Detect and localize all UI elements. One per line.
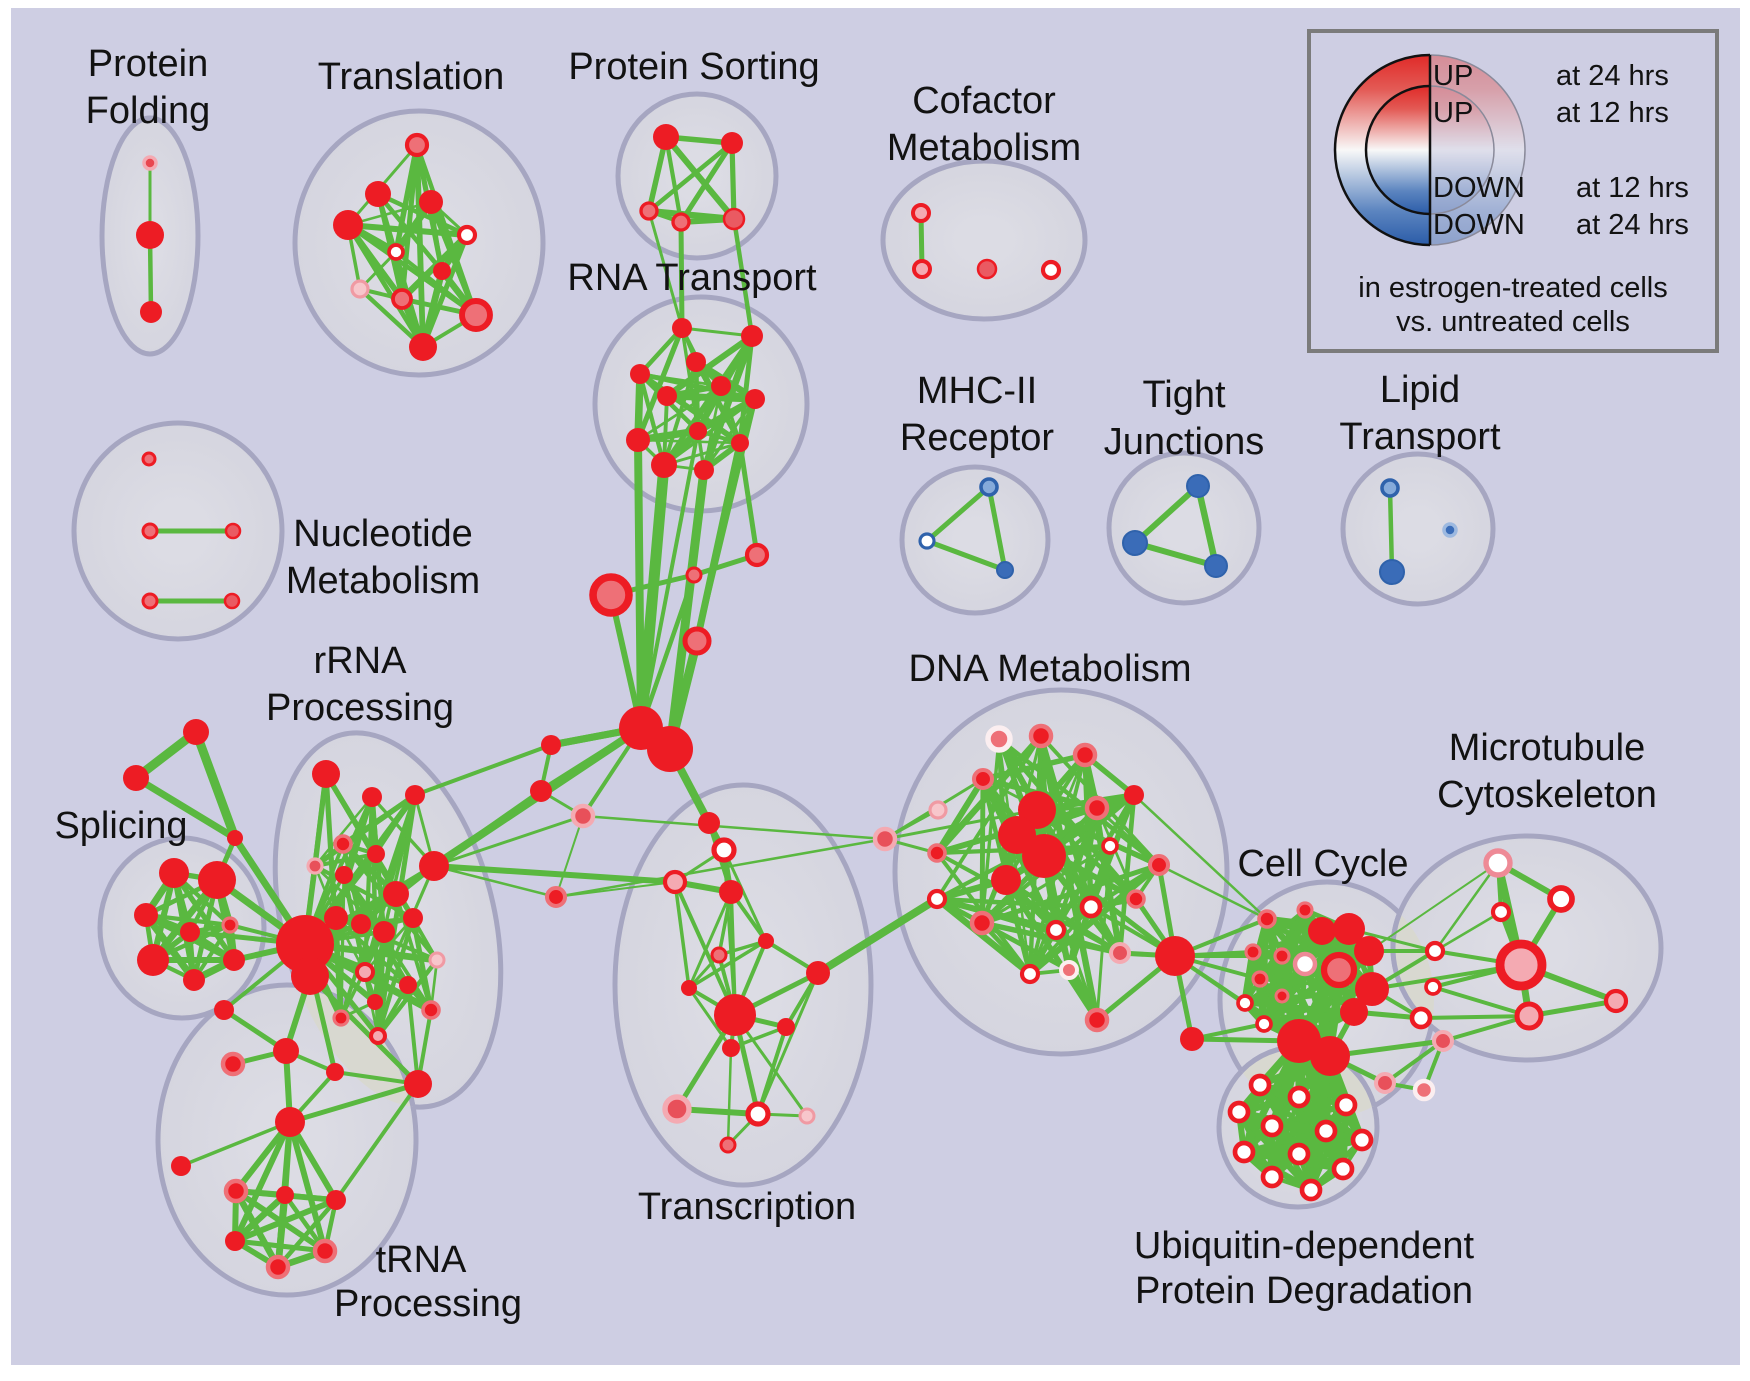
svg-text:in estrogen-treated cells: in estrogen-treated cells: [1358, 272, 1668, 304]
svg-text:at 24 hrs: at 24 hrs: [1576, 209, 1689, 241]
svg-text:Translation: Translation: [318, 56, 505, 98]
svg-text:DNA Metabolism: DNA Metabolism: [909, 648, 1192, 690]
svg-text:MHC-II: MHC-II: [917, 370, 1037, 412]
svg-text:Lipid: Lipid: [1380, 369, 1460, 411]
svg-text:Transcription: Transcription: [638, 1186, 856, 1228]
svg-text:Protein: Protein: [88, 43, 208, 85]
svg-text:at 12 hrs: at 12 hrs: [1576, 172, 1689, 204]
svg-text:Processing: Processing: [334, 1283, 522, 1325]
svg-text:Protein Degradation: Protein Degradation: [1135, 1270, 1473, 1312]
svg-text:Ubiquitin-dependent: Ubiquitin-dependent: [1134, 1225, 1475, 1267]
svg-text:at 24 hrs: at 24 hrs: [1556, 60, 1669, 92]
svg-text:UP: UP: [1433, 60, 1473, 92]
svg-text:Cytoskeleton: Cytoskeleton: [1437, 774, 1657, 816]
svg-text:Tight: Tight: [1142, 374, 1226, 416]
svg-text:Cell Cycle: Cell Cycle: [1237, 843, 1408, 885]
svg-text:Junctions: Junctions: [1104, 421, 1265, 463]
svg-text:Transport: Transport: [1339, 416, 1501, 458]
svg-text:UP: UP: [1433, 97, 1473, 129]
svg-text:Microtubule: Microtubule: [1449, 727, 1645, 769]
svg-text:rRNA: rRNA: [314, 640, 408, 682]
svg-text:Cofactor: Cofactor: [912, 80, 1056, 122]
svg-text:Receptor: Receptor: [900, 417, 1055, 459]
svg-text:Nucleotide: Nucleotide: [293, 513, 473, 555]
svg-text:RNA Transport: RNA Transport: [567, 257, 817, 299]
svg-text:Metabolism: Metabolism: [286, 560, 480, 602]
svg-text:DOWN: DOWN: [1433, 209, 1525, 241]
svg-text:Protein Sorting: Protein Sorting: [568, 46, 819, 88]
svg-text:Splicing: Splicing: [54, 805, 187, 847]
svg-text:at 12 hrs: at 12 hrs: [1556, 97, 1669, 129]
svg-text:Processing: Processing: [266, 687, 454, 729]
svg-text:Folding: Folding: [86, 90, 211, 132]
svg-text:Metabolism: Metabolism: [887, 127, 1081, 169]
svg-text:DOWN: DOWN: [1433, 172, 1525, 204]
svg-text:tRNA: tRNA: [376, 1239, 467, 1281]
svg-text:vs. untreated cells: vs. untreated cells: [1396, 306, 1630, 338]
